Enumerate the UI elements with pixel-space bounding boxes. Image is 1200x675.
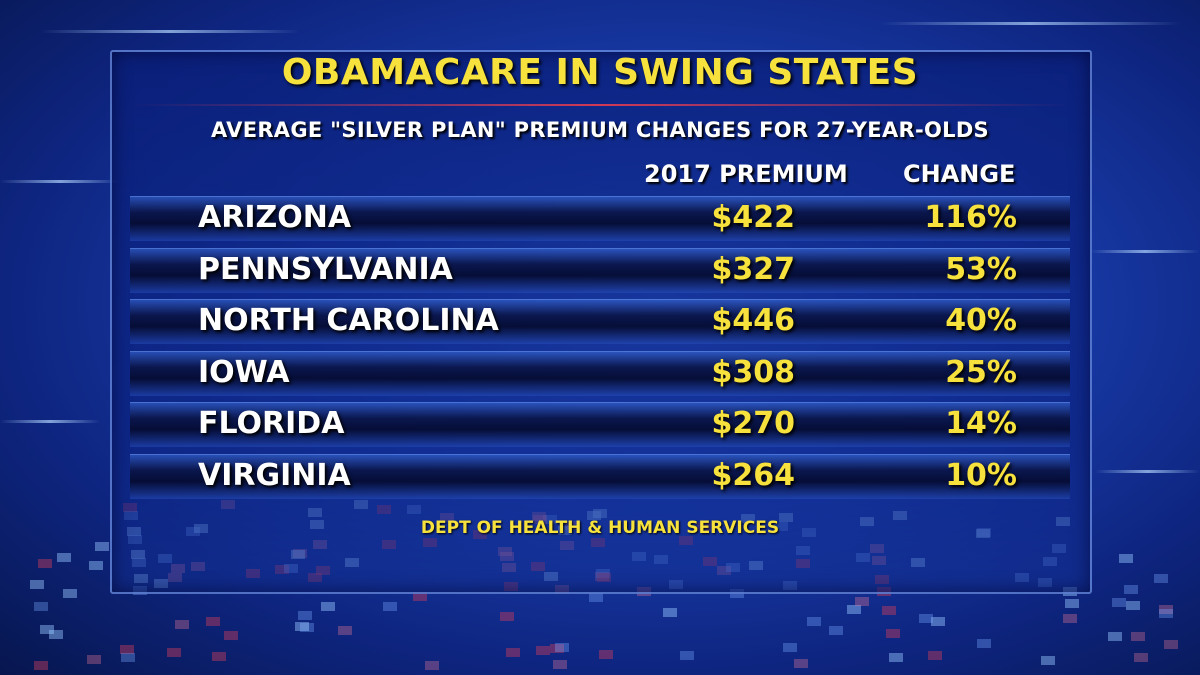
chart-title: OBAMACARE IN SWING STATES <box>281 52 919 93</box>
map-tile <box>499 612 514 622</box>
table-row <box>130 453 1070 499</box>
premium-value: $422 <box>711 200 796 235</box>
map-tile <box>87 654 102 664</box>
map-tile <box>88 560 103 570</box>
map-tile <box>175 620 190 630</box>
light-streak <box>0 420 100 423</box>
map-tile <box>425 661 440 671</box>
premium-value: $270 <box>711 406 796 441</box>
map-tile <box>39 624 54 634</box>
table-row <box>130 299 1070 344</box>
map-tile <box>211 651 226 661</box>
map-tile <box>206 616 221 626</box>
premium-value: $308 <box>711 354 796 390</box>
map-tile <box>412 591 427 601</box>
column-header-premium: 2017 PREMIUM <box>644 160 848 188</box>
change-value: 53% <box>945 251 1017 287</box>
title-divider <box>130 104 1070 106</box>
map-tile <box>782 643 797 653</box>
map-tile <box>120 652 135 662</box>
map-tile <box>1062 613 1077 623</box>
map-tile <box>1159 608 1174 618</box>
map-tile <box>30 580 45 590</box>
map-tile <box>57 553 72 563</box>
map-tile <box>34 661 49 671</box>
map-tile <box>919 614 934 624</box>
map-tile <box>1041 656 1056 666</box>
map-tile <box>295 622 310 632</box>
table-row <box>130 350 1070 396</box>
map-tile <box>807 616 822 626</box>
map-tile <box>552 659 567 669</box>
light-streak <box>1095 470 1200 473</box>
light-streak <box>880 22 1180 25</box>
map-tile <box>679 650 694 660</box>
light-streak <box>0 180 120 183</box>
map-tile <box>977 639 992 649</box>
light-streak <box>1090 250 1200 253</box>
map-tile <box>889 652 904 662</box>
map-tile <box>1158 604 1173 614</box>
source-note: DEPT OF HEALTH & HUMAN SERVICES <box>420 518 780 538</box>
map-tile <box>1126 600 1141 610</box>
map-tile <box>1133 652 1148 662</box>
premium-value: $264 <box>711 457 796 493</box>
state-name: IOWA <box>198 354 290 390</box>
map-tile <box>828 626 843 636</box>
premium-value: $327 <box>711 251 796 287</box>
map-tile <box>321 601 336 611</box>
chart-subtitle: AVERAGE "SILVER PLAN" PREMIUM CHANGES FO… <box>211 118 989 142</box>
map-tile <box>505 647 520 657</box>
map-tile <box>847 605 862 615</box>
map-tile <box>34 602 49 612</box>
change-value: 40% <box>945 303 1017 338</box>
map-tile <box>37 559 52 569</box>
change-value: 116% <box>924 200 1017 235</box>
change-value: 25% <box>945 354 1017 390</box>
map-tile <box>1111 598 1126 608</box>
map-tile <box>882 605 897 615</box>
map-tile <box>223 631 238 641</box>
map-tile <box>1123 584 1138 594</box>
map-tile <box>383 601 398 611</box>
map-tile <box>94 542 109 552</box>
map-tile <box>49 629 64 639</box>
map-tile <box>1118 553 1133 563</box>
state-name: NORTH CAROLINA <box>198 303 499 338</box>
map-tile <box>1131 631 1146 641</box>
light-streak <box>40 30 300 33</box>
map-tile <box>930 616 945 626</box>
map-tile <box>598 649 613 659</box>
map-tile <box>927 650 942 660</box>
map-tile <box>1164 639 1179 649</box>
table-row <box>130 402 1070 447</box>
map-tile <box>297 610 312 620</box>
state-name: PENNSYLVANIA <box>198 251 453 287</box>
map-tile <box>338 626 353 636</box>
change-value: 14% <box>945 406 1017 441</box>
column-header-change: CHANGE <box>903 160 1016 188</box>
change-value: 10% <box>945 457 1017 493</box>
map-tile <box>794 658 809 668</box>
map-tile <box>662 607 677 617</box>
map-tile <box>589 592 604 602</box>
premium-value: $446 <box>711 303 796 338</box>
map-tile <box>885 629 900 639</box>
map-tile <box>554 642 569 652</box>
table-row <box>130 196 1070 241</box>
map-tile <box>536 645 551 655</box>
map-tile <box>1064 598 1079 608</box>
state-name: ARIZONA <box>198 200 352 235</box>
map-tile <box>119 645 134 654</box>
map-tile <box>167 648 182 658</box>
map-tile <box>550 643 565 653</box>
map-tile <box>299 622 314 632</box>
table-row <box>130 247 1070 293</box>
map-tile <box>63 588 77 598</box>
state-name: VIRGINIA <box>198 457 351 493</box>
map-tile <box>855 597 870 607</box>
map-tile <box>1108 632 1123 642</box>
map-tile <box>1153 573 1168 583</box>
state-name: FLORIDA <box>198 406 345 441</box>
